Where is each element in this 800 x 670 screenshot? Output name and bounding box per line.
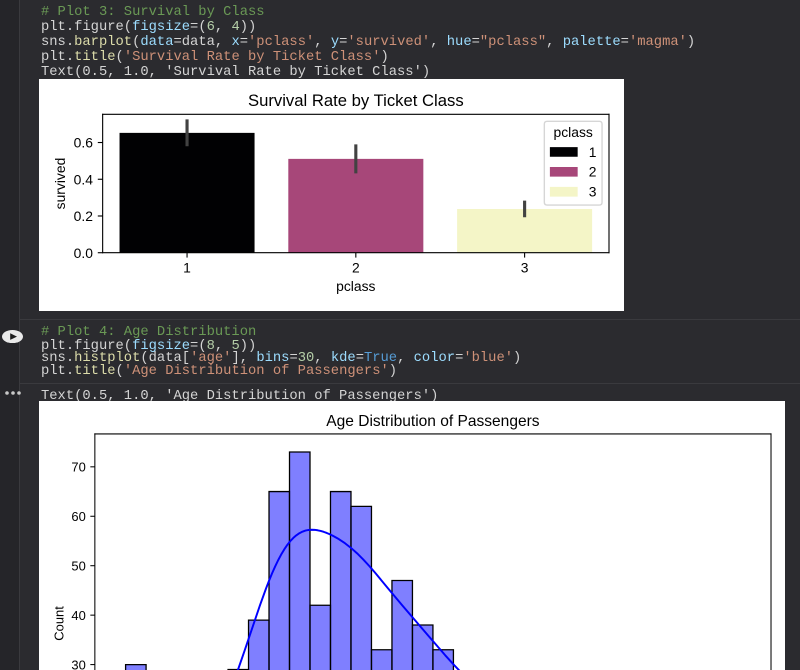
svg-text:Survival Rate by Ticket Class: Survival Rate by Ticket Class [248, 91, 464, 110]
svg-text:1: 1 [183, 260, 191, 276]
svg-text:70: 70 [71, 460, 85, 475]
svg-text:50: 50 [71, 558, 85, 573]
svg-text:2: 2 [589, 164, 597, 180]
svg-text:survived: survived [52, 158, 68, 210]
svg-text:pclass: pclass [336, 278, 375, 294]
svg-text:Age Distribution of Passengers: Age Distribution of Passengers [326, 413, 539, 430]
svg-text:pclass: pclass [554, 124, 593, 140]
svg-text:0.2: 0.2 [74, 208, 94, 224]
svg-text:2: 2 [352, 260, 360, 276]
svg-text:3: 3 [589, 184, 597, 200]
svg-text:40: 40 [71, 608, 85, 623]
svg-text:30: 30 [71, 657, 85, 670]
svg-text:1: 1 [589, 144, 597, 160]
svg-text:0.0: 0.0 [74, 245, 94, 261]
svg-text:Count: Count [52, 606, 67, 641]
svg-text:60: 60 [71, 509, 85, 524]
svg-text:0.4: 0.4 [74, 171, 94, 187]
svg-text:3: 3 [521, 260, 529, 276]
svg-text:0.6: 0.6 [74, 135, 94, 151]
